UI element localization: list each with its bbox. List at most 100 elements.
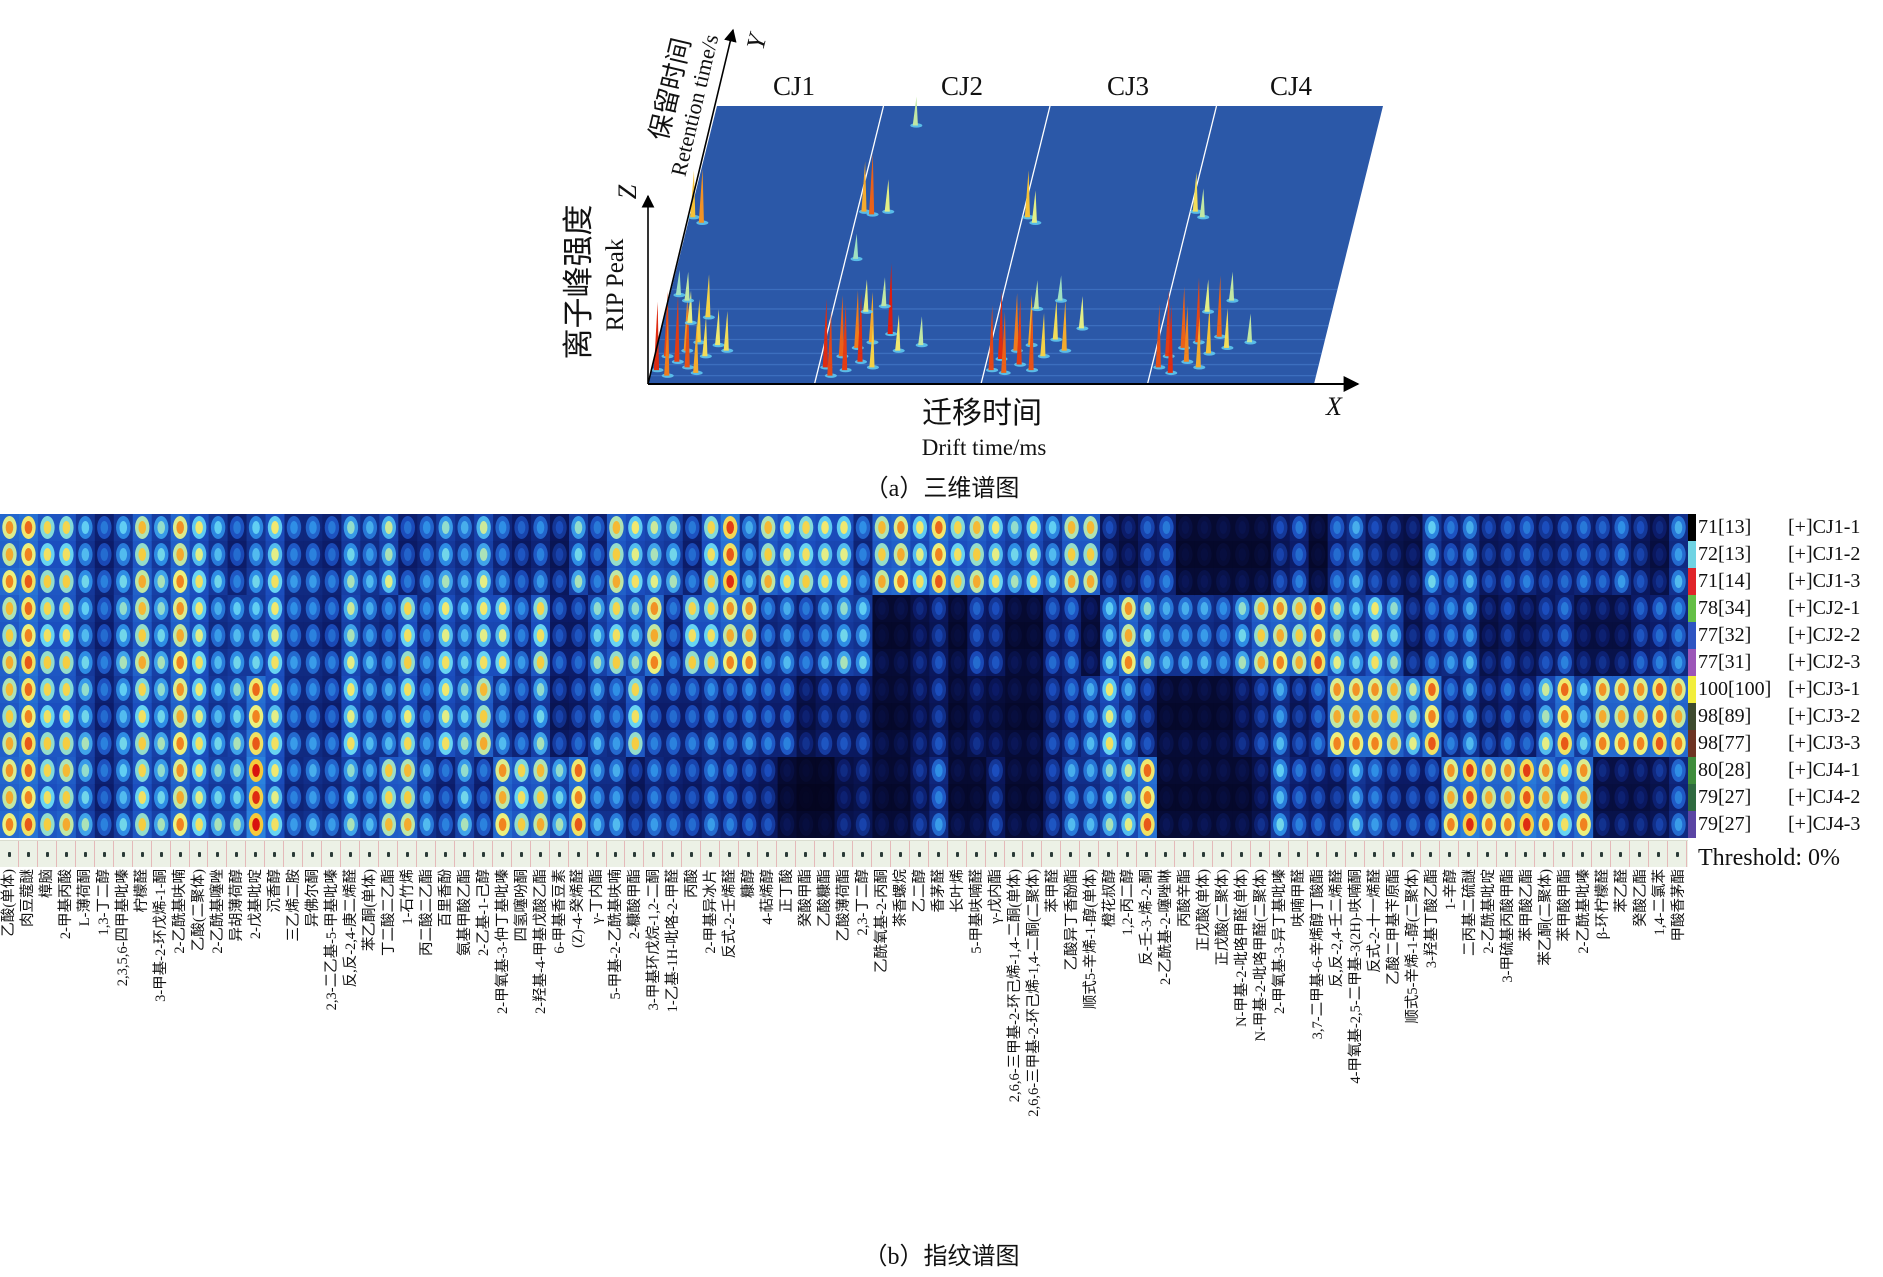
heatmap-blob [821,629,829,642]
heatmap-blob [688,764,697,777]
heatmap-blob [1617,710,1626,723]
similarity-score: 71[14] [1698,570,1752,592]
thumbnail-peak-dot [368,852,372,857]
heatmap-column [493,514,513,838]
sample-name: [+]CJ1-1 [1788,516,1861,538]
heatmap-blob [878,602,886,615]
heatmap-column [644,514,665,838]
heatmap-blob [498,764,507,777]
sample-swatch [1688,676,1696,703]
compound-label: 2-乙酰基吡啶 [1480,869,1497,954]
heatmap-blob [859,656,867,669]
compound-label: 三乙烯二胺 [285,869,302,942]
heatmap-blob [1390,602,1398,615]
thumbnail-cell [550,841,569,867]
heatmap-blob [62,683,71,696]
thumbnail-peak-dot [993,852,997,857]
peak-spike [684,271,690,301]
peak-spike [857,293,863,362]
heatmap-blob [1029,737,1038,750]
heatmap-blob [1522,629,1531,642]
heatmap-blob [1010,521,1019,534]
heatmap-blob [840,521,848,534]
thumbnail-peak-dot [1239,852,1243,857]
heatmap-blob [81,683,90,696]
heatmap-blob [62,548,71,561]
heatmap-blob [1029,656,1038,669]
heatmap-blob [366,818,374,831]
heatmap-blob [1048,737,1057,750]
heatmap-column [1327,514,1348,838]
heatmap-blob [252,656,260,669]
heatmap-blob [1560,710,1569,723]
heatmap-column [1213,514,1234,838]
compound-label: 乙酸二甲基苄原酯 [1386,869,1403,985]
heatmap-blob [783,602,791,615]
thumbnail-cell [1270,841,1289,867]
heatmap-blob [783,764,791,777]
thumbnail-cell [929,841,948,867]
heatmap-blob [43,602,52,615]
heatmap-blob [1674,521,1683,534]
heatmap-blob [119,764,128,777]
thumbnail-cell [1497,841,1517,867]
heatmap-blob [916,710,924,723]
heatmap-blob [195,683,203,696]
heatmap-blob [119,683,128,696]
heatmap-blob [138,683,147,696]
heatmap-column [208,514,229,838]
heatmap-blob [707,818,716,831]
heatmap-blob [1200,683,1209,696]
heatmap-column [379,514,399,838]
heatmap-blob [991,521,1000,534]
heatmap-blob [1124,710,1133,723]
heatmap-blob [802,575,810,588]
heatmap-blob [328,548,336,561]
heatmap-blob [498,602,507,615]
heatmap-column [663,514,684,838]
heatmap-column [1308,514,1329,838]
heatmap-blob [536,818,545,831]
heatmap-blob [252,548,260,561]
heatmap-blob [1371,548,1379,561]
thumbnail-cell [1573,841,1593,867]
sample-swatch [1688,622,1696,649]
heatmap-blob [783,656,791,669]
heatmap-blob [1162,656,1171,669]
heatmap-blob [1143,791,1152,804]
heatmap-blob [1124,683,1133,696]
heatmap-blob [1522,575,1531,588]
heatmap-blob [252,764,260,777]
heatmap-blob [1428,818,1436,831]
heatmap-blob [1466,629,1474,642]
heatmap-blob [1257,602,1266,615]
heatmap-blob [119,521,128,534]
panel-label-cj1: CJ1 [773,71,815,101]
heatmap-blob [1485,683,1493,696]
heatmap-blob [688,818,697,831]
heatmap-blob [43,764,52,777]
thumbnail-peak-dot [349,852,353,857]
heatmap-blob [1105,737,1114,750]
thumbnail-peak-dot [728,852,732,857]
heatmap-blob [441,521,450,534]
thumbnail-cell [1156,841,1176,867]
heatmap-blob [574,818,583,831]
heatmap-blob [366,521,374,534]
heatmap-blob [43,683,52,696]
heatmap-blob [972,791,981,804]
heatmap-blob [1352,548,1360,561]
heatmap-blob [1238,629,1247,642]
thumbnail-peak-dot [747,852,751,857]
heatmap-blob [726,791,734,804]
heatmap-blob [536,629,545,642]
heatmap-blob [631,818,640,831]
heatmap-column [398,514,418,838]
heatmap-blob [5,683,14,696]
heatmap-blob [1352,521,1360,534]
thumbnail-cell [1232,841,1251,867]
heatmap-blob [1048,818,1057,831]
caption-a: （a）三维谱图 [865,475,1020,502]
thumbnail-cell [436,841,455,867]
heatmap-blob [1333,521,1341,534]
